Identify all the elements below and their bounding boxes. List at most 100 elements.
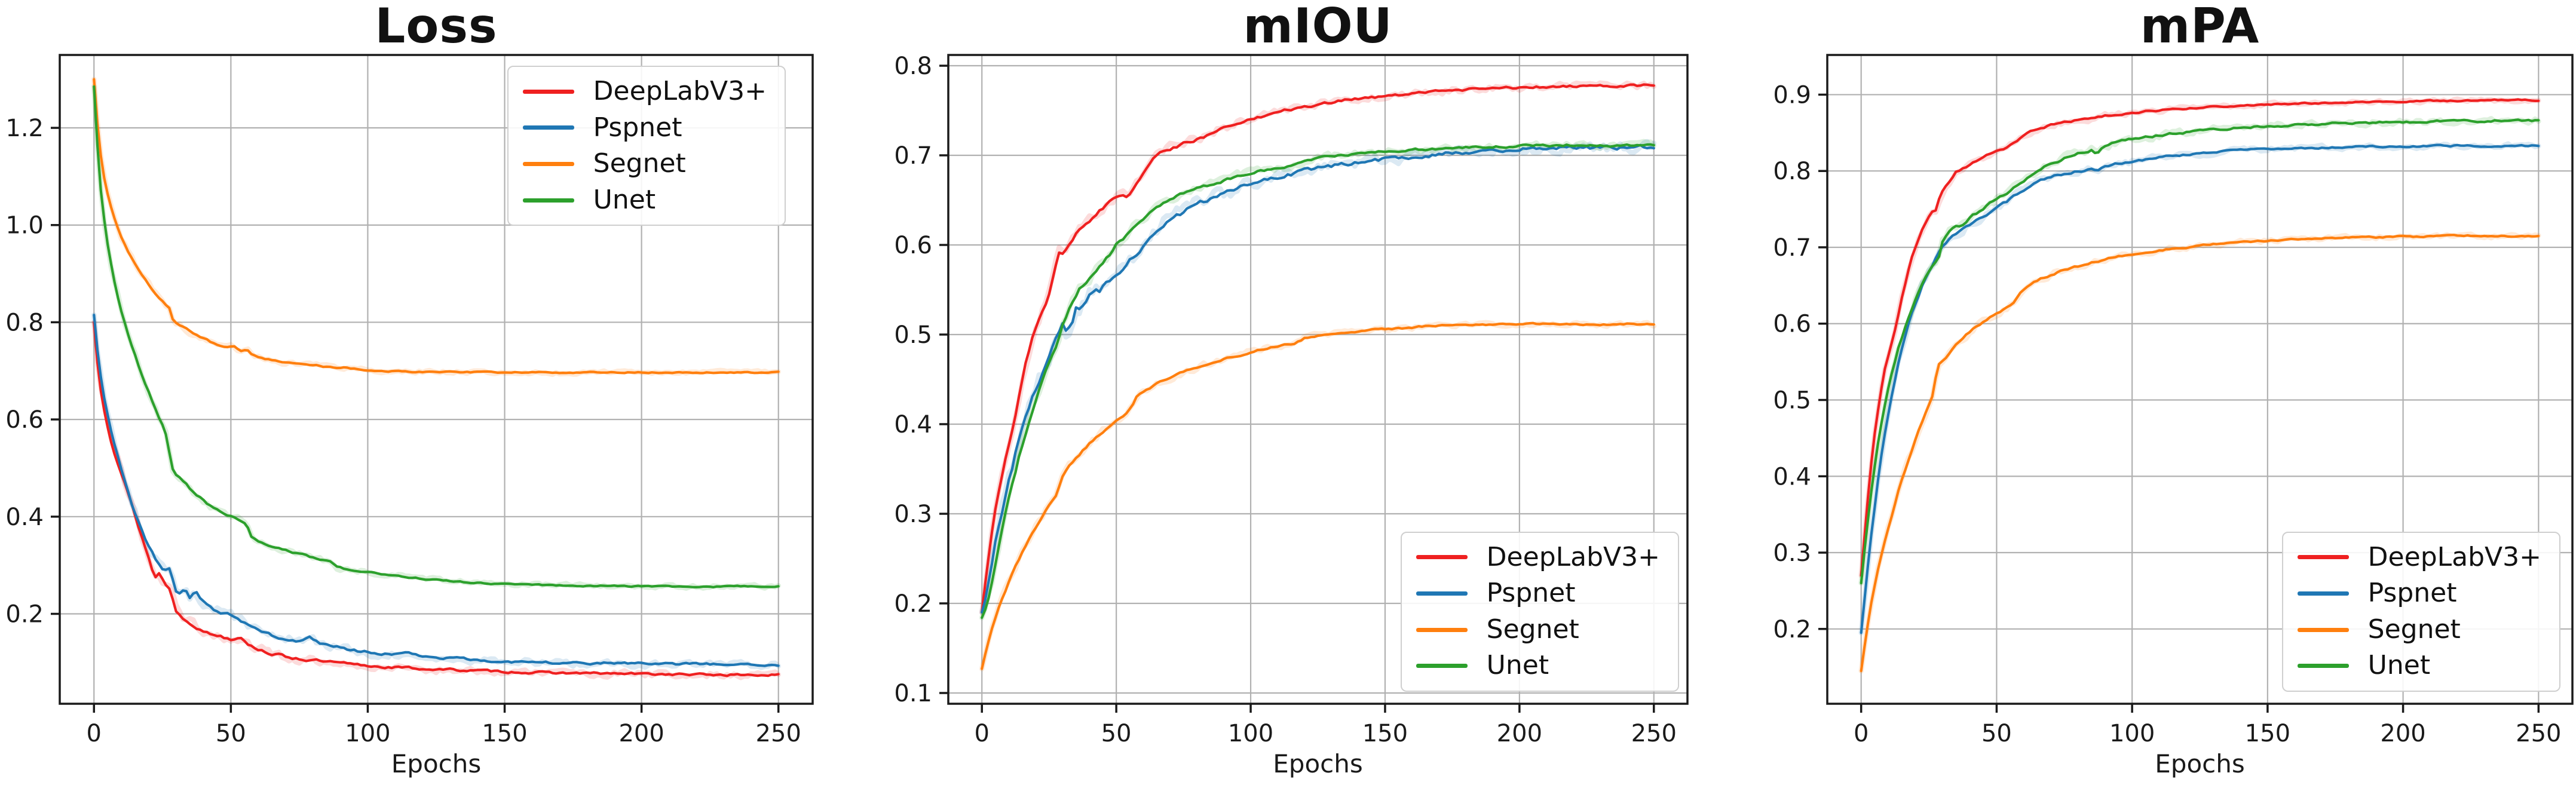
- y-tick-label: 0.8: [5, 309, 44, 336]
- legend-item-deeplabv3-: DeepLabV3+: [2297, 542, 2541, 573]
- mpa-xaxis-label: Epochs: [2155, 749, 2245, 778]
- x-tick-label: 100: [2109, 720, 2155, 747]
- loss-legend: DeepLabV3+ Pspnet Segnet Unet: [507, 66, 786, 226]
- legend-item-pspnet: Pspnet: [2297, 578, 2541, 609]
- y-tick-label: 0.7: [1773, 234, 1811, 262]
- series-line-DeepLabV3+: [1860, 98, 2540, 577]
- x-tick-label: 100: [1228, 720, 1273, 747]
- x-tick-label: 50: [1101, 720, 1132, 747]
- x-tick-label: 100: [345, 720, 390, 747]
- legend-item-unet: Unet: [1416, 651, 1660, 681]
- x-tick-label: 250: [2516, 720, 2561, 747]
- x-tick-label: 0: [87, 720, 102, 747]
- legend-swatch-pspnet: [522, 125, 574, 130]
- series-line-Unet: [93, 85, 780, 588]
- legend-swatch-segnet: [1416, 627, 1468, 632]
- y-tick-label: 0.4: [894, 411, 932, 439]
- y-tick-label: 0.6: [5, 406, 44, 434]
- series-raw-Unet: [1858, 116, 2541, 586]
- legend-label: DeepLabV3+: [1486, 541, 1660, 572]
- legend-item-deeplabv3-: DeepLabV3+: [522, 76, 767, 107]
- y-tick-label: 0.2: [5, 601, 44, 628]
- legend-item-deeplabv3-: DeepLabV3+: [1416, 542, 1660, 573]
- series-raw-Pspnet: [1858, 141, 2541, 636]
- y-tick-label: 0.5: [894, 321, 932, 349]
- legend-label: Unet: [2367, 650, 2431, 681]
- x-tick-label: 50: [216, 720, 246, 747]
- y-tick-label: 0.8: [894, 53, 932, 80]
- legend-label: Pspnet: [593, 112, 682, 143]
- legend-swatch-deeplabv3-: [522, 89, 574, 94]
- legend-label: Pspnet: [2367, 578, 2457, 609]
- series-line-DeepLabV3+: [981, 83, 1655, 614]
- legend-item-pspnet: Pspnet: [522, 112, 767, 143]
- axes-mPA: 0 50 100 150 200 250 0.2 0.3 0.4 0.5 0.6 0.7 0.8 0.9: [1773, 54, 2574, 747]
- y-tick-label: 0.4: [5, 504, 44, 531]
- mpa-chart-title: mPA: [2140, 0, 2260, 54]
- y-tick-label: 0.5: [1773, 387, 1811, 414]
- y-tick-label: 0.6: [894, 232, 932, 259]
- y-tick-label: 0.4: [1773, 463, 1811, 490]
- x-tick-label: 0: [975, 720, 990, 747]
- axes-spines: [947, 54, 1689, 705]
- axes-spines: [59, 54, 814, 705]
- x-tick-label: 200: [618, 720, 664, 747]
- x-tick-label: 150: [482, 720, 527, 747]
- mpa-legend: DeepLabV3+ Pspnet Segnet Unet: [2281, 531, 2560, 692]
- series-line-Segnet: [93, 78, 780, 375]
- legend-item-segnet: Segnet: [522, 148, 767, 179]
- legend-swatch-segnet: [522, 161, 574, 166]
- series-raw-Unet: [979, 139, 1657, 621]
- legend-swatch-unet: [522, 198, 574, 203]
- x-tick-label: 250: [756, 720, 801, 747]
- series-line-Segnet: [981, 321, 1655, 670]
- miou-legend: DeepLabV3+ Pspnet Segnet Unet: [1400, 531, 1679, 692]
- x-tick-label: 150: [1362, 720, 1408, 747]
- series-raw-Pspnet: [91, 312, 781, 670]
- y-tick-label: 0.9: [1773, 81, 1811, 109]
- loss-chart-title: Loss: [375, 0, 498, 54]
- y-tick-label: 0.1: [894, 680, 932, 707]
- legend-swatch-pspnet: [2297, 591, 2349, 596]
- series-line-DeepLabV3+: [93, 321, 780, 677]
- axes-mIOU: 0 50 100 150 200 250 0.1 0.2 0.3 0.4 0.5 0.6 0.7 0.8: [894, 53, 1689, 747]
- legend-item-pspnet: Pspnet: [1416, 578, 1660, 609]
- y-tick-label: 1.0: [5, 212, 44, 240]
- x-tick-label: 250: [1631, 720, 1677, 747]
- legend-label: DeepLabV3+: [593, 76, 767, 106]
- x-tick-label: 50: [1981, 720, 2012, 747]
- legend-item-unet: Unet: [2297, 650, 2541, 681]
- axes-spines: [1826, 54, 2574, 705]
- y-tick-label: 0.6: [1773, 311, 1811, 338]
- legend-label: Pspnet: [1486, 578, 1576, 609]
- series-line-Unet: [1860, 118, 2540, 585]
- legend-label: Segnet: [1486, 614, 1579, 645]
- y-tick-label: 0.2: [1773, 616, 1811, 643]
- series-line-Segnet: [1860, 234, 2540, 673]
- legend-label: Segnet: [593, 148, 686, 179]
- legend-item-unet: Unet: [522, 184, 767, 216]
- y-tick-label: 0.2: [894, 590, 932, 618]
- legend-swatch-pspnet: [1416, 591, 1468, 596]
- series-line-Unet: [981, 143, 1655, 620]
- legend-swatch-deeplabv3-: [2297, 555, 2349, 560]
- x-tick-label: 200: [2380, 720, 2425, 747]
- legend-swatch-unet: [1416, 664, 1468, 669]
- legend-item-segnet: Segnet: [1416, 614, 1660, 645]
- y-tick-label: 0.8: [1773, 158, 1811, 185]
- legend-label: Unet: [1486, 650, 1549, 681]
- y-tick-label: 1.2: [5, 115, 44, 142]
- y-tick-label: 0.3: [894, 501, 932, 528]
- y-tick-label: 0.3: [1773, 539, 1811, 567]
- legend-label: Unet: [593, 184, 656, 215]
- x-tick-label: 150: [2245, 720, 2290, 747]
- legend-swatch-segnet: [2297, 627, 2349, 632]
- series-line-Pspnet: [1860, 143, 2540, 634]
- x-tick-label: 0: [1854, 720, 1869, 747]
- x-tick-label: 200: [1497, 720, 1542, 747]
- legend-label: Segnet: [2367, 614, 2461, 645]
- legend-swatch-deeplabv3-: [1416, 555, 1468, 560]
- legend-item-segnet: Segnet: [2297, 614, 2541, 645]
